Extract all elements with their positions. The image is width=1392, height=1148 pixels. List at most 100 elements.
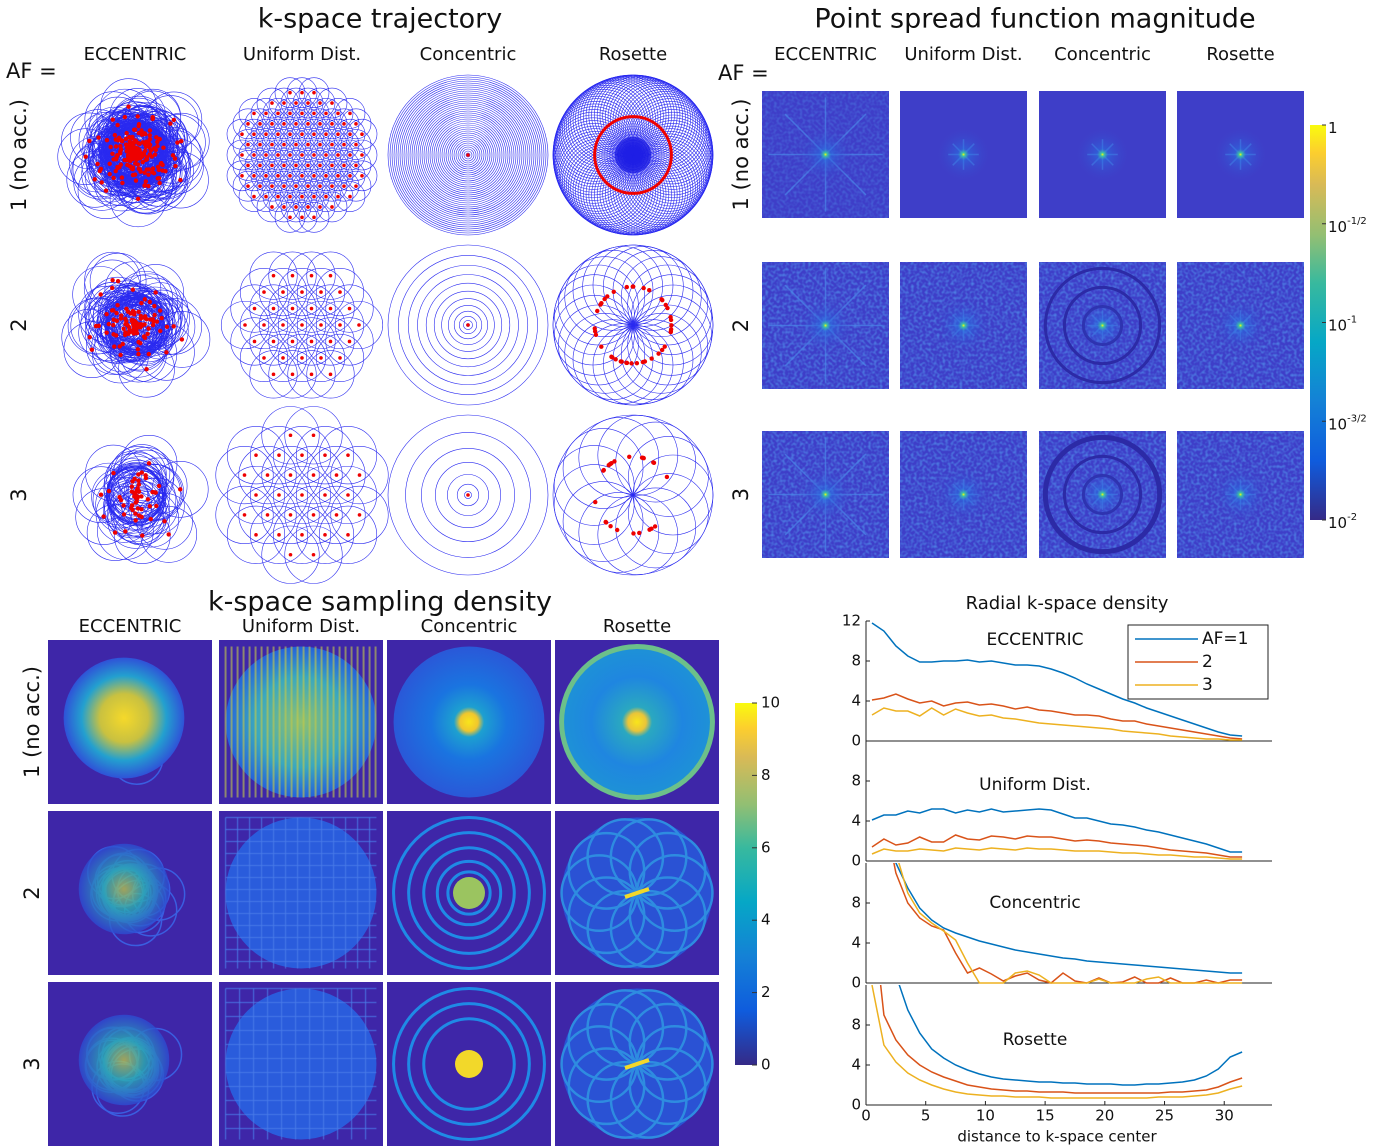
density-ring xyxy=(407,1002,531,1126)
panel-title: Point spread function magnitude xyxy=(814,4,1255,35)
sample-dot xyxy=(348,132,352,137)
psf-image xyxy=(762,91,889,218)
sample-dot xyxy=(240,153,244,157)
y-tick-label: 4 xyxy=(851,934,861,952)
sample-dot xyxy=(323,493,327,497)
sample-dot xyxy=(104,312,109,317)
sample-dot xyxy=(107,161,112,167)
trajectory-ring xyxy=(262,139,294,171)
legend-label: AF=1 xyxy=(1202,629,1248,649)
trajectory-ring xyxy=(261,406,320,465)
trajectory-ring xyxy=(249,465,309,525)
trajectory-ring xyxy=(89,276,146,334)
trajectory-ring xyxy=(565,84,647,166)
trajectory-ring xyxy=(435,122,501,188)
trajectory-ring xyxy=(296,300,346,350)
psf-peak xyxy=(935,297,992,354)
trajectory-ring xyxy=(423,110,513,200)
sample-dot xyxy=(166,532,171,537)
trajectory-ring xyxy=(292,87,324,119)
data-line xyxy=(871,834,1243,858)
x-tick-label: 10 xyxy=(976,1107,995,1125)
psf-image xyxy=(900,262,1027,389)
psf-image xyxy=(1177,91,1304,218)
sample-dot xyxy=(338,323,342,327)
sample-dot xyxy=(311,513,316,517)
trajectory-ring xyxy=(318,465,378,525)
sample-dot xyxy=(659,347,665,353)
trajectory-ring xyxy=(562,88,643,170)
sample-dot xyxy=(360,153,364,157)
sample-dot xyxy=(129,503,135,508)
trajectory-ring xyxy=(557,95,638,177)
trajectory-ring xyxy=(215,446,274,505)
sample-dot xyxy=(124,130,129,136)
sample-dot xyxy=(83,154,88,159)
density-image xyxy=(387,982,551,1146)
row-label: 1 (no acc.) xyxy=(7,99,31,211)
trajectory-plot xyxy=(226,77,378,233)
sample-dot xyxy=(300,173,304,178)
trajectory-ring xyxy=(287,350,336,399)
x-axis-label: distance to k-space center xyxy=(957,1128,1157,1146)
sample-dot xyxy=(142,297,148,302)
trajectory-ring xyxy=(306,251,355,300)
sample-dot xyxy=(178,177,183,183)
y-tick-label: 8 xyxy=(851,1016,861,1034)
sample-dot xyxy=(346,533,350,537)
sample-dot xyxy=(141,334,147,339)
psf-peak xyxy=(935,126,992,183)
y-tick-label: 0 xyxy=(851,732,861,750)
trajectory-ring xyxy=(443,130,493,180)
trajectory-ring xyxy=(256,108,288,140)
trajectory-ring xyxy=(295,505,355,564)
sample-dot xyxy=(264,132,268,137)
psf-ring xyxy=(1042,434,1163,555)
density-disk xyxy=(393,646,545,798)
sample-dot xyxy=(346,453,350,457)
trajectory-ring xyxy=(447,134,489,176)
trajectory-ring xyxy=(620,256,702,338)
sample-dot xyxy=(592,329,598,334)
sample-dot xyxy=(127,134,132,140)
trajectory-ring xyxy=(96,306,154,364)
trajectory-ring xyxy=(560,91,641,172)
sample-dot xyxy=(258,163,262,168)
sample-dot xyxy=(270,142,274,147)
trajectory-ring xyxy=(318,426,378,485)
sample-dot xyxy=(104,330,109,335)
trajectory-ring xyxy=(280,150,312,181)
sample-dot xyxy=(288,473,293,477)
sample-dot xyxy=(179,337,185,342)
trajectory-ring xyxy=(441,128,495,182)
y-tick-label: 8 xyxy=(851,652,861,670)
density-image xyxy=(48,982,212,1146)
sample-dot xyxy=(346,493,350,497)
sample-dot xyxy=(131,149,136,155)
sample-dot xyxy=(112,530,118,535)
column-label: ECCENTRIC xyxy=(84,44,187,65)
sample-dot xyxy=(110,117,116,122)
sample-dot xyxy=(135,486,140,491)
trajectory-ring xyxy=(249,284,298,333)
annotation: ECCENTRIC xyxy=(986,630,1083,650)
trajectory-ring xyxy=(328,129,360,160)
trajectory-ring xyxy=(304,129,336,160)
sample-dot xyxy=(135,506,141,511)
density-ring xyxy=(392,987,546,1141)
trajectory-ring xyxy=(328,170,360,202)
sample-dot xyxy=(306,163,310,168)
trajectory-ring xyxy=(563,86,645,168)
row-label: 3 xyxy=(20,1057,44,1070)
sample-dot xyxy=(127,139,132,144)
trajectory-ring xyxy=(568,83,649,164)
trajectory-ring xyxy=(463,320,473,330)
trajectory-ring xyxy=(280,108,312,140)
trajectory-ring xyxy=(238,485,297,544)
sample-dot xyxy=(145,497,151,502)
center-blob xyxy=(615,137,651,173)
data-line xyxy=(898,863,1243,984)
sample-dot xyxy=(128,311,133,316)
sample-dot xyxy=(271,372,276,377)
sample-dot xyxy=(143,143,149,148)
